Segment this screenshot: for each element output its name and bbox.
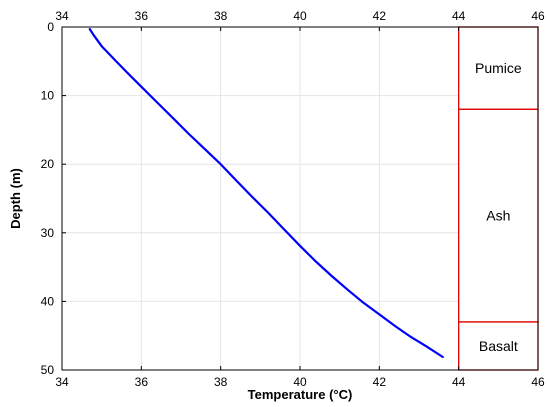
layer-label-basalt: Basalt [479, 338, 518, 354]
x-tick-label-bottom: 36 [135, 375, 149, 389]
x-tick-label-top: 40 [293, 9, 307, 23]
y-tick-label: 40 [41, 294, 55, 308]
series-layer [88, 28, 444, 359]
x-tick-label-bottom: 38 [214, 375, 228, 389]
x-tick-label-bottom: 42 [373, 375, 387, 389]
layer-label-pumice: Pumice [475, 60, 522, 76]
x-tick-label-top: 44 [452, 9, 466, 23]
layer-label-ash: Ash [486, 208, 510, 224]
axis-ticks: 34 34 36 36 38 38 40 40 42 42 44 44 46 46 0 10 20 30 40 50 [41, 9, 545, 389]
y-tick-label: 0 [47, 20, 54, 34]
lithology-column: Pumice Ash Basalt [458, 26, 539, 371]
series-line-0 [88, 28, 444, 359]
x-tick-label-top: 36 [135, 9, 149, 23]
x-tick-label-top: 38 [214, 9, 228, 23]
y-axis-title: Depth (m) [8, 168, 23, 229]
x-tick-label-top: 42 [373, 9, 387, 23]
layer-box-ash [458, 108, 539, 323]
x-tick-label-top: 34 [55, 9, 69, 23]
layer-box-basalt [458, 321, 539, 371]
x-axis-title: Temperature (°C) [248, 387, 353, 402]
y-tick-label: 20 [41, 157, 55, 171]
x-tick-label-bottom: 40 [293, 375, 307, 389]
x-tick-label-bottom: 44 [452, 375, 466, 389]
x-tick-label-top: 46 [531, 9, 545, 23]
y-tick-label: 30 [41, 226, 55, 240]
x-tick-label-bottom: 46 [531, 375, 545, 389]
y-tick-label: 50 [41, 363, 55, 377]
y-tick-label: 10 [41, 89, 55, 103]
x-tick-label-bottom: 34 [55, 375, 69, 389]
